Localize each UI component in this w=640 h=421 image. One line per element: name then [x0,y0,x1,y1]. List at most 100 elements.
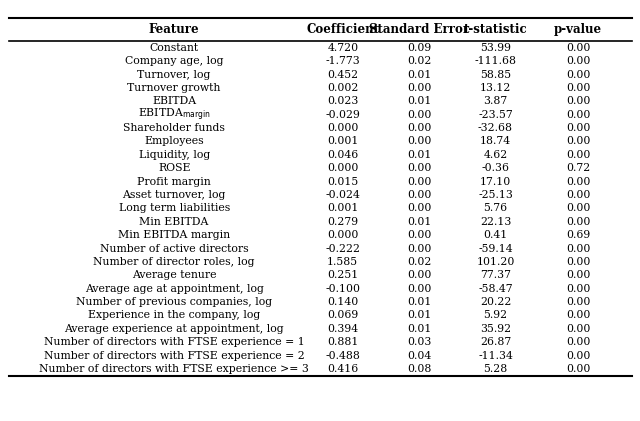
Text: Shareholder funds: Shareholder funds [124,123,225,133]
Text: 0.00: 0.00 [407,136,431,147]
Text: t-statistic: t-statistic [463,23,527,36]
Text: 0.394: 0.394 [327,324,358,334]
Text: 0.140: 0.140 [327,297,358,307]
Text: Average experience at appointment, log: Average experience at appointment, log [65,324,284,334]
Text: 22.13: 22.13 [480,217,511,227]
Text: 0.023: 0.023 [327,96,358,107]
Text: -0.100: -0.100 [325,284,360,294]
Text: 0.03: 0.03 [407,337,431,347]
Text: ROSE: ROSE [158,163,191,173]
Text: 0.00: 0.00 [566,56,590,66]
Text: 0.002: 0.002 [327,83,358,93]
Text: 0.00: 0.00 [407,177,431,187]
Text: Number of directors with FTSE experience = 1: Number of directors with FTSE experience… [44,337,305,347]
Text: 0.069: 0.069 [327,310,358,320]
Text: 18.74: 18.74 [480,136,511,147]
Text: -59.14: -59.14 [478,244,513,253]
Text: -25.13: -25.13 [478,190,513,200]
Text: -11.34: -11.34 [478,351,513,361]
Text: 0.00: 0.00 [407,244,431,253]
Text: 0.02: 0.02 [407,257,431,267]
Text: 0.00: 0.00 [566,310,590,320]
Text: Standard Error: Standard Error [369,23,469,36]
Text: 0.00: 0.00 [407,230,431,240]
Text: 0.72: 0.72 [566,163,590,173]
Text: 0.000: 0.000 [327,230,358,240]
Text: 0.001: 0.001 [327,203,358,213]
Text: 0.00: 0.00 [407,110,431,120]
Text: 0.00: 0.00 [566,69,590,80]
Text: Asset turnover, log: Asset turnover, log [122,190,226,200]
Text: 101.20: 101.20 [476,257,515,267]
Text: 0.01: 0.01 [407,96,431,107]
Text: 0.015: 0.015 [327,177,358,187]
Text: Min EBITDA margin: Min EBITDA margin [118,230,230,240]
Text: 0.00: 0.00 [566,217,590,227]
Text: 0.00: 0.00 [407,163,431,173]
Text: 5.28: 5.28 [483,364,508,374]
Text: -0.36: -0.36 [481,163,509,173]
Text: 0.01: 0.01 [407,324,431,334]
Text: -58.47: -58.47 [478,284,513,294]
Text: 0.00: 0.00 [566,284,590,294]
Text: Experience in the company, log: Experience in the company, log [88,310,260,320]
Text: 0.69: 0.69 [566,230,590,240]
Text: 0.41: 0.41 [483,230,508,240]
Text: 0.00: 0.00 [566,150,590,160]
Text: Number of directors with FTSE experience >= 3: Number of directors with FTSE experience… [39,364,309,374]
Text: 0.00: 0.00 [566,83,590,93]
Text: 20.22: 20.22 [480,297,511,307]
Text: 0.00: 0.00 [566,364,590,374]
Text: Number of directors with FTSE experience = 2: Number of directors with FTSE experience… [44,351,305,361]
Text: 0.01: 0.01 [407,69,431,80]
Text: Long term liabilities: Long term liabilities [118,203,230,213]
Text: Turnover growth: Turnover growth [127,83,221,93]
Text: -0.488: -0.488 [325,351,360,361]
Text: 3.87: 3.87 [483,96,508,107]
Text: 0.00: 0.00 [566,337,590,347]
Text: -0.029: -0.029 [325,110,360,120]
Text: 5.76: 5.76 [483,203,508,213]
Text: 0.00: 0.00 [407,284,431,294]
Text: 0.00: 0.00 [407,203,431,213]
Text: 0.001: 0.001 [327,136,358,147]
Text: 58.85: 58.85 [480,69,511,80]
Text: 0.00: 0.00 [566,96,590,107]
Text: 5.92: 5.92 [483,310,508,320]
Text: 0.416: 0.416 [327,364,358,374]
Text: -0.024: -0.024 [325,190,360,200]
Text: 0.00: 0.00 [566,244,590,253]
Text: 0.00: 0.00 [407,270,431,280]
Text: -23.57: -23.57 [478,110,513,120]
Text: 0.00: 0.00 [566,43,590,53]
Text: 0.881: 0.881 [327,337,358,347]
Text: 0.08: 0.08 [407,364,431,374]
Text: 0.00: 0.00 [566,297,590,307]
Text: Average tenure: Average tenure [132,270,216,280]
Text: 0.251: 0.251 [327,270,358,280]
Text: EBITDA$_{\rm margin}$: EBITDA$_{\rm margin}$ [138,107,211,123]
Text: 77.37: 77.37 [480,270,511,280]
Text: Feature: Feature [149,23,200,36]
Text: 0.00: 0.00 [407,190,431,200]
Text: 26.87: 26.87 [480,337,511,347]
Text: 0.00: 0.00 [566,136,590,147]
Text: 0.01: 0.01 [407,217,431,227]
Text: 17.10: 17.10 [480,177,511,187]
Text: Min EBITDA: Min EBITDA [140,217,209,227]
Text: 35.92: 35.92 [480,324,511,334]
Text: 0.452: 0.452 [327,69,358,80]
Text: -32.68: -32.68 [478,123,513,133]
Text: 1.585: 1.585 [327,257,358,267]
Text: 0.00: 0.00 [566,190,590,200]
Text: 53.99: 53.99 [480,43,511,53]
Text: 0.04: 0.04 [407,351,431,361]
Text: -1.773: -1.773 [325,56,360,66]
Text: 0.00: 0.00 [566,324,590,334]
Text: 0.000: 0.000 [327,163,358,173]
Text: 13.12: 13.12 [480,83,511,93]
Text: 0.01: 0.01 [407,310,431,320]
Text: 4.62: 4.62 [483,150,508,160]
Text: Coefficient: Coefficient [307,23,380,36]
Text: 0.00: 0.00 [407,83,431,93]
